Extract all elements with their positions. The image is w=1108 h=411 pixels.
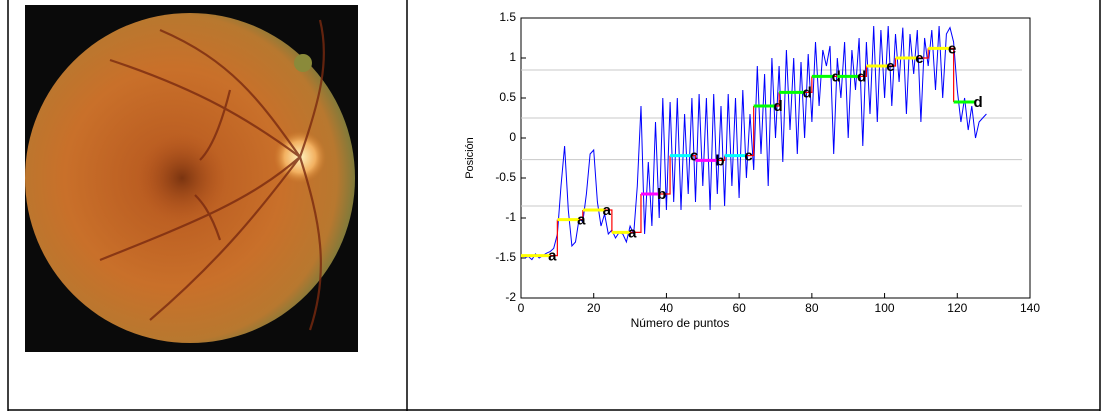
table-borders	[7, 0, 1101, 411]
y-tick-label: 0	[509, 130, 516, 144]
step-connector	[550, 219, 558, 257]
y-tick-label: 1	[509, 50, 516, 64]
y-axis-label: Posición	[464, 137, 476, 179]
x-tick-label: 60	[732, 301, 746, 315]
step-label: e	[948, 40, 956, 57]
step-label: b	[715, 152, 724, 169]
step-label: c	[690, 148, 698, 165]
y-tick-label: 0.5	[499, 90, 516, 104]
step-label: c	[744, 148, 752, 165]
x-axis-label: Número de puntos	[631, 316, 730, 330]
step-connector	[746, 106, 755, 157]
x-tick-label: 120	[947, 301, 967, 315]
y-tick-label: 1.5	[499, 10, 516, 24]
retina-image	[25, 5, 358, 352]
x-tick-label: 40	[660, 301, 674, 315]
x-tick-label: 20	[587, 301, 601, 315]
step-label: b	[657, 186, 666, 203]
step-connector	[775, 92, 780, 107]
step-label: a	[603, 202, 612, 219]
step-connector	[917, 48, 929, 59]
step-label: a	[628, 224, 637, 241]
x-tick-label: 140	[1020, 301, 1040, 315]
step-connector	[691, 155, 697, 161]
step-label: d	[774, 98, 783, 115]
step-label: d	[832, 68, 841, 85]
plot-box	[520, 17, 1031, 299]
step-label: e	[915, 50, 923, 67]
step-connector	[604, 209, 613, 233]
step-label: a	[577, 212, 586, 229]
x-tick-label: 100	[875, 301, 895, 315]
y-tick-label: -0.5	[495, 170, 516, 184]
y-tick-label: -1.5	[495, 250, 516, 264]
y-tick-label: -2	[505, 290, 516, 304]
step-label: d	[803, 84, 812, 101]
x-tick-label: 80	[805, 301, 819, 315]
step-connector	[859, 66, 867, 78]
step-connector	[950, 47, 955, 102]
x-tick-label: 0	[518, 301, 525, 315]
step-connector	[630, 194, 642, 233]
y-tick-label: -1	[505, 210, 516, 224]
step-connector	[717, 155, 726, 161]
step-connector	[659, 155, 671, 195]
step-connector	[804, 76, 813, 94]
step-label: a	[548, 248, 557, 265]
step-label: d	[973, 94, 982, 111]
step-connector	[579, 210, 584, 221]
step-connector	[888, 58, 897, 67]
signal-line	[524, 25, 987, 261]
step-label: d	[857, 68, 866, 85]
step-label: e	[886, 58, 894, 75]
